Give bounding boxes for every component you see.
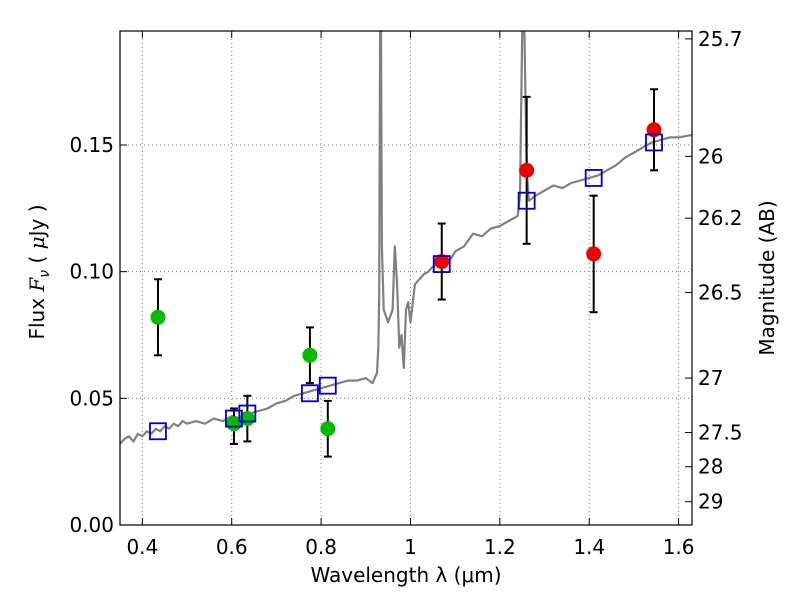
x-tick-label: 0.6	[216, 535, 248, 559]
x-tick-label: 1.2	[484, 535, 516, 559]
x-axis-title: Wavelength λ (μm)	[310, 563, 501, 587]
model-flux-square	[225, 409, 243, 428]
x-tick-label: 1.4	[573, 535, 605, 559]
model-flux-square	[318, 376, 337, 395]
plot-frame	[119, 30, 693, 526]
right-tick-label: 25.7	[698, 27, 743, 51]
right-axis-title: Magnitude (AB)	[755, 200, 779, 355]
y-tick-label: 0.15	[69, 133, 114, 157]
red-data-point	[586, 246, 602, 262]
x-tick-label: 1	[404, 535, 417, 559]
model-flux-square	[301, 384, 319, 403]
green-data-point	[150, 309, 166, 325]
right-tick-label: 26.5	[698, 280, 743, 304]
model-flux-square	[238, 404, 257, 423]
model-spectrum	[120, 31, 692, 445]
right-tick-label: 26.2	[698, 206, 743, 230]
x-tick-label: 1.6	[663, 535, 695, 559]
green-data-point	[302, 347, 318, 363]
right-tick-label: 28	[698, 455, 723, 479]
right-tick-label: 27	[698, 366, 723, 390]
model-flux-square	[517, 191, 536, 210]
grid-lines	[120, 31, 692, 525]
red-data-point	[434, 254, 450, 270]
y-tick-label: 0.00	[69, 513, 114, 537]
right-tick-label: 29	[698, 490, 723, 514]
model-spectrum-line	[120, 31, 692, 445]
model-flux-square	[584, 169, 603, 187]
data-markers	[149, 122, 663, 441]
right-tick-label: 26	[698, 144, 723, 168]
model-flux-square	[432, 255, 451, 273]
y-tick-label: 0.10	[69, 260, 114, 284]
y-tick-label: 0.05	[69, 386, 114, 410]
x-tick-label: 0.4	[126, 535, 158, 559]
ticks: 0.4 0.6 0.8 1 1.2 1.4 1.6 0.00 0.05 0.10 0.15 25.7 2…	[69, 27, 742, 559]
x-tick-label: 0.8	[305, 535, 337, 559]
model-flux-square	[645, 133, 663, 152]
y-axis-title: Flux Fν ( μJy )	[25, 204, 53, 339]
green-data-point	[320, 421, 336, 437]
right-tick-label: 27.5	[698, 421, 743, 445]
red-data-point	[519, 162, 535, 178]
model-flux-square	[149, 422, 167, 441]
red-data-point	[646, 122, 662, 138]
